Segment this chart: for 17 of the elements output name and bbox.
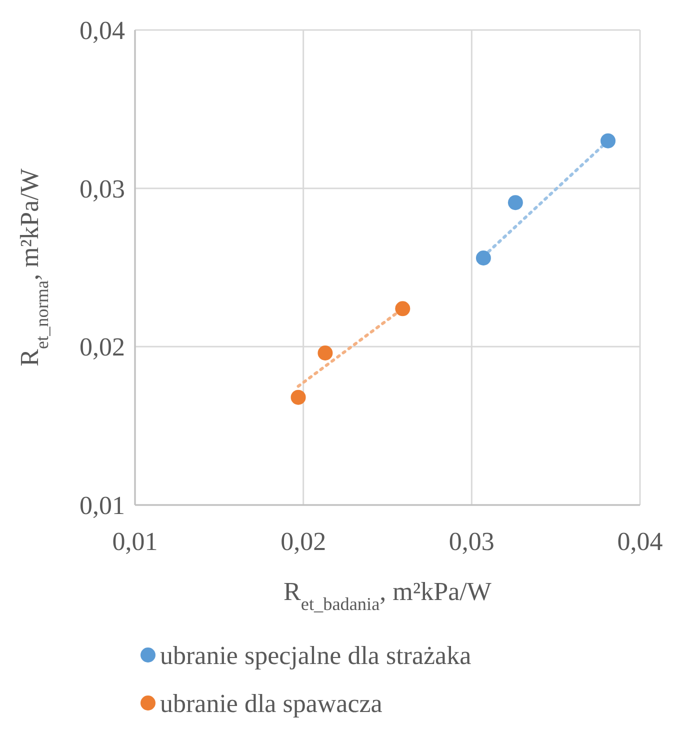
point xyxy=(318,346,333,360)
x-tick-label: 0,01 xyxy=(112,527,158,556)
y-tick-label: 0,01 xyxy=(80,491,125,520)
y-tick-label: 0,03 xyxy=(80,174,125,204)
x-tick-label: 0,04 xyxy=(617,527,663,556)
y-tick-label: 0,04 xyxy=(80,16,125,45)
point xyxy=(508,195,523,210)
x-tick-label: 0,02 xyxy=(280,527,326,556)
y-tick-label: 0,02 xyxy=(80,332,125,362)
point xyxy=(600,133,616,148)
point xyxy=(395,301,410,316)
legend-label: ubranie specjalne dla strażaka xyxy=(160,641,472,670)
legend-label: ubranie dla spawacza xyxy=(160,689,383,718)
point xyxy=(476,250,491,266)
x-axis-title: R$_{et_badania}$, m²kPa/W xyxy=(284,577,492,614)
x-tick-label: 0,03 xyxy=(448,527,494,556)
point xyxy=(290,390,306,405)
